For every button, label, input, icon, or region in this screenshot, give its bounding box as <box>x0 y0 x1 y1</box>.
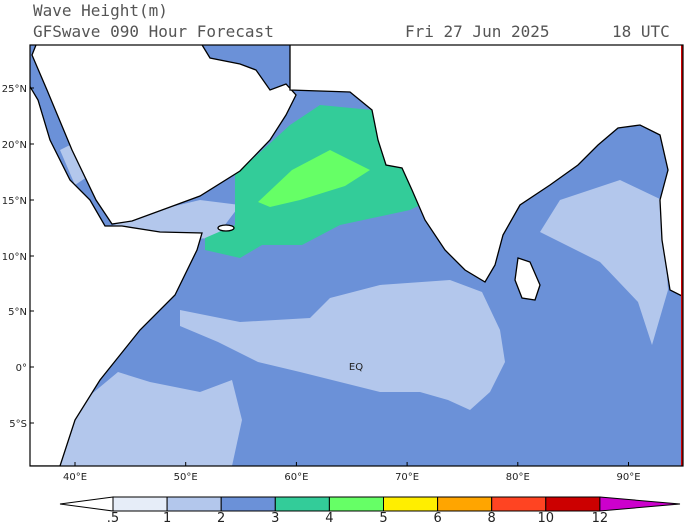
lat-label: 20°N <box>2 140 27 151</box>
date: Fri 27 Jun 2025 <box>405 22 550 41</box>
wave-region <box>258 150 370 207</box>
land <box>31 45 297 225</box>
land <box>30 85 203 466</box>
colorbar-label: 4 <box>325 511 333 525</box>
colorbar-low <box>59 496 114 512</box>
lat-label: 10°N <box>2 252 27 263</box>
lat-label: 25°N <box>2 84 27 95</box>
land <box>514 257 541 301</box>
colorbar-segment <box>383 496 439 512</box>
wave-region <box>180 280 505 410</box>
colorbar: .5 1 2 3 4 5 6 8 10 12 <box>59 496 681 525</box>
lat-label: 0° <box>16 363 27 374</box>
wave-region <box>540 180 668 345</box>
title: Wave Height(m) <box>33 1 168 20</box>
time: 18 UTC <box>612 22 670 41</box>
colorbar-segment <box>491 496 547 512</box>
lon-label: 40°E <box>63 472 87 483</box>
colorbar-segment <box>274 496 330 512</box>
lon-label: 70°E <box>395 472 419 483</box>
colorbar-segment <box>437 496 493 512</box>
land <box>289 45 683 298</box>
island <box>217 224 235 232</box>
colorbar-label: 2 <box>217 511 225 525</box>
eq-label: EQ <box>349 362 363 373</box>
lon-label: 60°E <box>284 472 308 483</box>
colorbar-label: 10 <box>538 511 555 525</box>
lon-label: 50°E <box>174 472 198 483</box>
lat-label: 5°N <box>8 307 27 318</box>
colorbar-label: 5 <box>379 511 387 525</box>
colorbar-segment <box>220 496 276 512</box>
lon-label: 80°E <box>506 472 530 483</box>
colorbar-segment <box>328 496 384 512</box>
colorbar-label: .5 <box>107 511 119 525</box>
colorbar-segment <box>112 496 168 512</box>
colorbar-label: 6 <box>433 511 441 525</box>
colorbar-segment <box>166 496 222 512</box>
colorbar-high <box>599 496 681 512</box>
colorbar-label: 12 <box>592 511 609 525</box>
subtitle: GFSwave 090 Hour Forecast <box>33 22 274 41</box>
lat-label: 5°S <box>9 419 27 430</box>
colorbar-label: 8 <box>488 511 496 525</box>
map <box>30 45 683 466</box>
colorbar-label: 3 <box>271 511 279 525</box>
lat-label: 15°N <box>2 196 27 207</box>
colorbar-label: 1 <box>163 511 171 525</box>
colorbar-segment <box>545 496 601 512</box>
wave-region <box>30 372 242 466</box>
lon-label: 90°E <box>616 472 640 483</box>
